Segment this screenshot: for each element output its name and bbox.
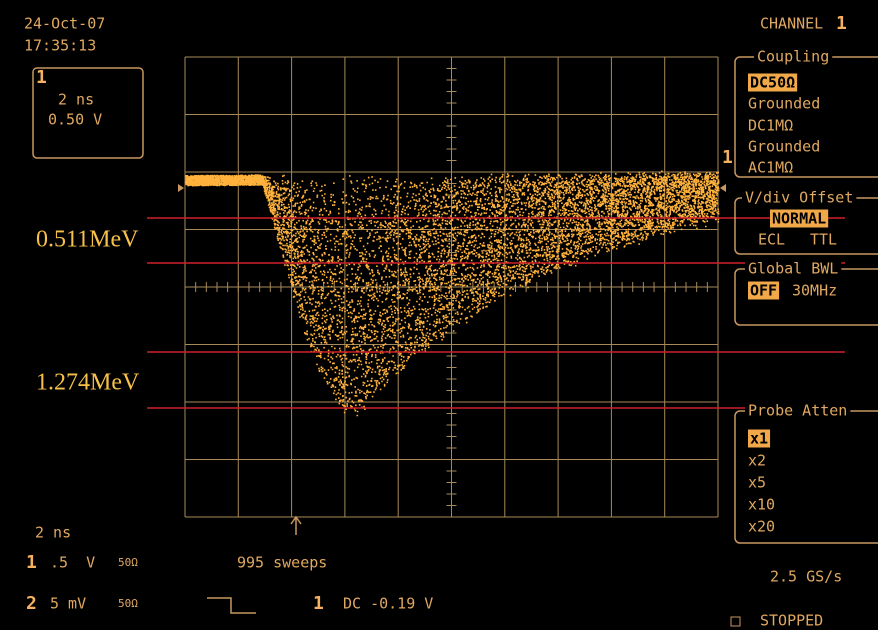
menu-option[interactable]: x5 [748,474,766,492]
volts-per-div: 0.50 V [48,111,102,129]
date: 24-Oct-07 [24,15,105,33]
ch2-impedance: 50Ω [118,597,138,610]
sweeps: 995 sweeps [237,554,327,572]
energy-label: 0.511MeV [36,227,139,253]
menu-option[interactable]: ECL [758,231,785,249]
menu-option[interactable]: x2 [748,452,766,470]
menu-option[interactable]: Grounded [748,95,820,113]
ch1-number: 1 [26,552,37,573]
ch1-impedance: 50Ω [118,556,138,569]
background [0,0,878,630]
menu-channel: 1 [836,13,847,34]
menu-group-title: V/div Offset [745,189,853,207]
menu-option[interactable]: NORMAL [772,210,826,228]
trace-marker: 1 [722,147,733,168]
menu-group-title: Global BWL [748,260,838,278]
menu-title: CHANNEL [760,15,823,33]
menu-option[interactable]: x10 [748,496,775,514]
trigger-channel: 1 [313,593,324,614]
ch1-scale: .5 V [50,554,95,572]
status-timebase: 2 ns [35,524,71,542]
channel-number: 1 [36,67,47,88]
menu-option[interactable]: OFF [750,282,777,300]
menu-group-title: Coupling [757,48,829,66]
page: 1 0.511MeV 1.274MeV 24-Oct-07 17:35:13 1… [0,0,878,630]
acquisition-state: STOPPED [760,612,823,630]
menu-option[interactable]: x1 [750,430,768,448]
menu-option[interactable]: AC1MΩ [748,159,793,177]
ch2-scale: 5 mV [50,595,86,613]
menu-option[interactable]: 30MHz [792,282,837,300]
menu-option[interactable]: DC1MΩ [748,117,793,135]
menu-option[interactable]: x20 [748,518,775,536]
energy-label: 1.274MeV [36,370,140,396]
trigger-level: DC -0.19 V [343,595,433,613]
ch2-number: 2 [26,593,37,614]
time: 17:35:13 [24,37,96,55]
scope-screen: 1 0.511MeV 1.274MeV 24-Oct-07 17:35:13 1… [0,0,878,630]
menu-group-title: Probe Atten [748,402,847,420]
menu-option[interactable]: Grounded [748,138,820,156]
sample-rate: 2.5 GS/s [770,568,842,586]
menu-option[interactable]: DC50Ω [750,74,795,92]
timebase: 2 ns [58,91,94,109]
menu-option[interactable]: TTL [810,231,837,249]
